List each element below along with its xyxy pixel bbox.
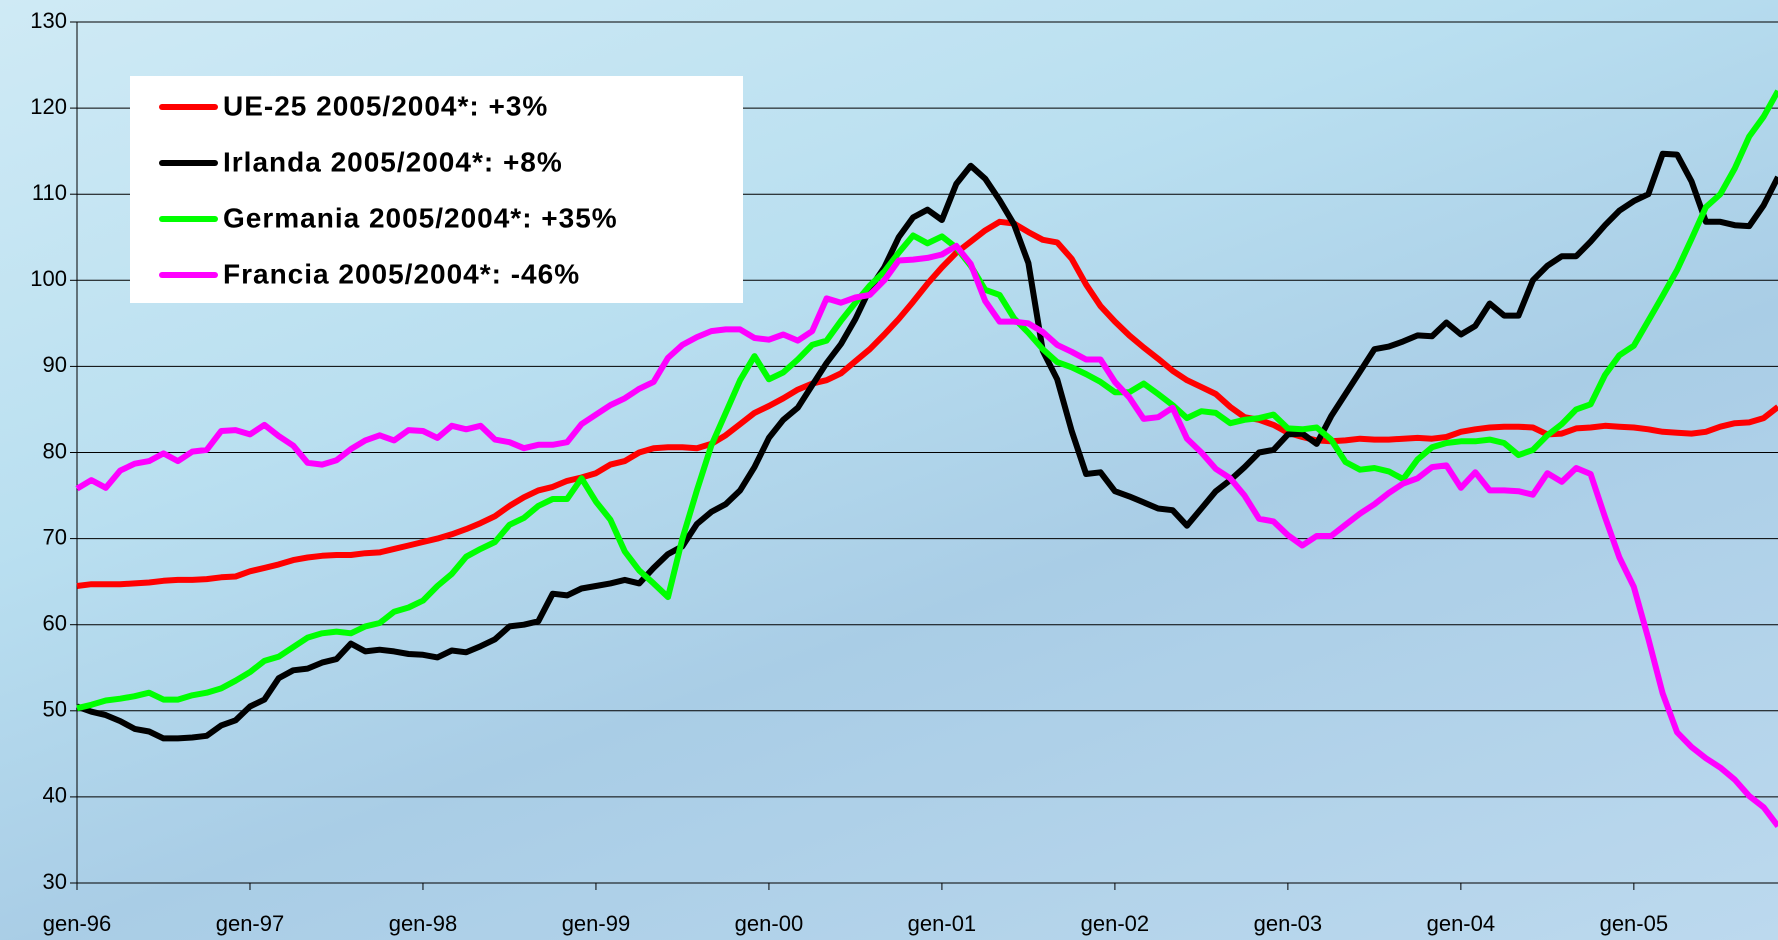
y-tick-label: 90 — [43, 352, 67, 377]
legend-label: Germania 2005/2004*: +35% — [223, 202, 618, 233]
y-tick-label: 80 — [43, 438, 67, 463]
y-tick-label: 130 — [30, 8, 67, 33]
x-tick-label: gen-00 — [735, 911, 804, 936]
y-tick-label: 100 — [30, 266, 67, 291]
x-tick-label: gen-99 — [562, 911, 631, 936]
x-tick-label: gen-97 — [216, 911, 285, 936]
x-tick-label: gen-03 — [1254, 911, 1323, 936]
legend-label: Francia 2005/2004*: -46% — [223, 258, 580, 289]
legend-label: Irlanda 2005/2004*: +8% — [223, 146, 563, 177]
y-tick-label: 70 — [43, 524, 67, 549]
legend: UE-25 2005/2004*: +3% Irlanda 2005/2004*:… — [130, 76, 743, 303]
y-tick-label: 120 — [30, 94, 67, 119]
y-tick-label: 50 — [43, 697, 67, 722]
y-tick-label: 110 — [32, 180, 67, 205]
x-tick-label: gen-04 — [1427, 911, 1496, 936]
legend-label: UE-25 2005/2004*: +3% — [223, 90, 548, 121]
y-tick-label: 30 — [43, 869, 67, 894]
y-tick-label: 40 — [43, 783, 67, 808]
x-tick-label: gen-96 — [43, 911, 112, 936]
x-tick-label: gen-01 — [908, 911, 977, 936]
x-tick-label: gen-02 — [1081, 911, 1150, 936]
x-tick-label: gen-05 — [1600, 911, 1669, 936]
chart: 30 40 50 60 70 80 90 100 110 120 130 gen-96 gen-97 ge… — [0, 0, 1778, 940]
y-tick-label: 60 — [43, 611, 67, 636]
x-tick-label: gen-98 — [389, 911, 458, 936]
series-line — [77, 246, 1778, 826]
